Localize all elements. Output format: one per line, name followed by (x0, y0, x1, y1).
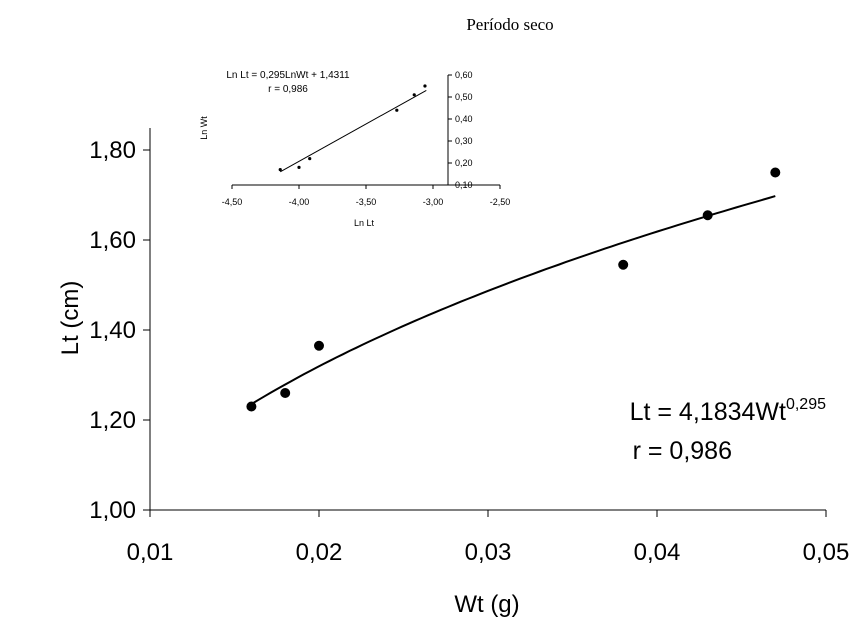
main-y-tick-label: 1,20 (89, 407, 136, 434)
inset-points (278, 84, 427, 172)
inset-y-ticks: 0,10 0,20 0,30 0,40 0,50 0,60 (448, 70, 473, 190)
inset-y-tick-label: 0,60 (455, 70, 473, 80)
inset-chart: -4,50 -4,00 -3,50 -3,00 -2,50 0,100,200,300,… (199, 70, 510, 228)
inset-data-point (423, 84, 427, 88)
main-y-ticks: 1,00 1,20 1,40 1,60 1,80 (89, 137, 150, 524)
main-x-tick-label: 0,01 (127, 539, 174, 566)
main-equation-exponent: 0,295 (786, 396, 826, 413)
main-trendline (250, 195, 776, 406)
inset-x-tick-label: -3,50 (356, 197, 377, 207)
main-y-axis-label: Lt (cm) (57, 281, 84, 356)
main-data-point (702, 210, 713, 221)
main-x-tick-label: 0,03 (465, 539, 512, 566)
main-equation: Lt = 4,1834Wt0,295 (630, 396, 827, 426)
inset-x-tick-label: -3,00 (423, 197, 444, 207)
inset-y-tick-label: 0,10 (455, 180, 473, 190)
main-points (246, 167, 781, 412)
inset-data-point (395, 108, 399, 112)
main-data-point (246, 401, 257, 412)
main-x-tick-label: 0,02 (296, 539, 343, 566)
main-data-point (314, 340, 324, 351)
inset-y-tick-label: 0,50 (455, 92, 473, 102)
main-x-tick-label: 0,05 (803, 539, 850, 566)
inset-x-tick-label: -2,50 (490, 197, 511, 207)
main-y-tick-label: 1,60 (89, 227, 136, 254)
chart-title: Período seco (466, 15, 553, 34)
main-data-point (618, 259, 629, 270)
inset-data-point (278, 168, 282, 172)
inset-y-tick-label: 0,30 (455, 136, 473, 146)
inset-x-ticks: -4,50 -4,00 -3,50 -3,00 -2,50 (222, 185, 511, 207)
main-x-ticks: 0,01 0,02 0,03 0,04 0,05 (127, 510, 850, 566)
inset-data-point (297, 165, 301, 169)
inset-trendline (279, 89, 427, 173)
main-r-value: r = 0,986 (633, 437, 732, 465)
main-x-axis-label: Wt (g) (454, 591, 519, 618)
main-x-tick-label: 0,04 (634, 539, 681, 566)
main-y-tick-label: 1,40 (89, 317, 136, 344)
inset-x-tick-label: -4,00 (289, 197, 310, 207)
main-y-tick-label: 1,00 (89, 497, 136, 524)
inset-data-point (412, 93, 416, 97)
inset-x-axis-label: Ln Lt (354, 218, 375, 228)
main-y-tick-label: 1,80 (89, 137, 136, 164)
main-data-point (770, 167, 781, 178)
inset-y-axis-label: Ln Wt (199, 116, 209, 140)
inset-y-tick-label: 0,20 (455, 158, 473, 168)
inset-x-tick-label: -4,50 (222, 197, 243, 207)
main-equation-base: Lt = 4,1834Wt (630, 398, 786, 426)
main-data-point (280, 388, 291, 398)
inset-data-point (308, 157, 312, 161)
inset-equation: Ln Lt = 0,295LnWt + 1,4311 (226, 70, 350, 81)
inset-r-value: r = 0,986 (268, 84, 308, 95)
inset-y-tick-label: 0,40 (455, 114, 473, 124)
